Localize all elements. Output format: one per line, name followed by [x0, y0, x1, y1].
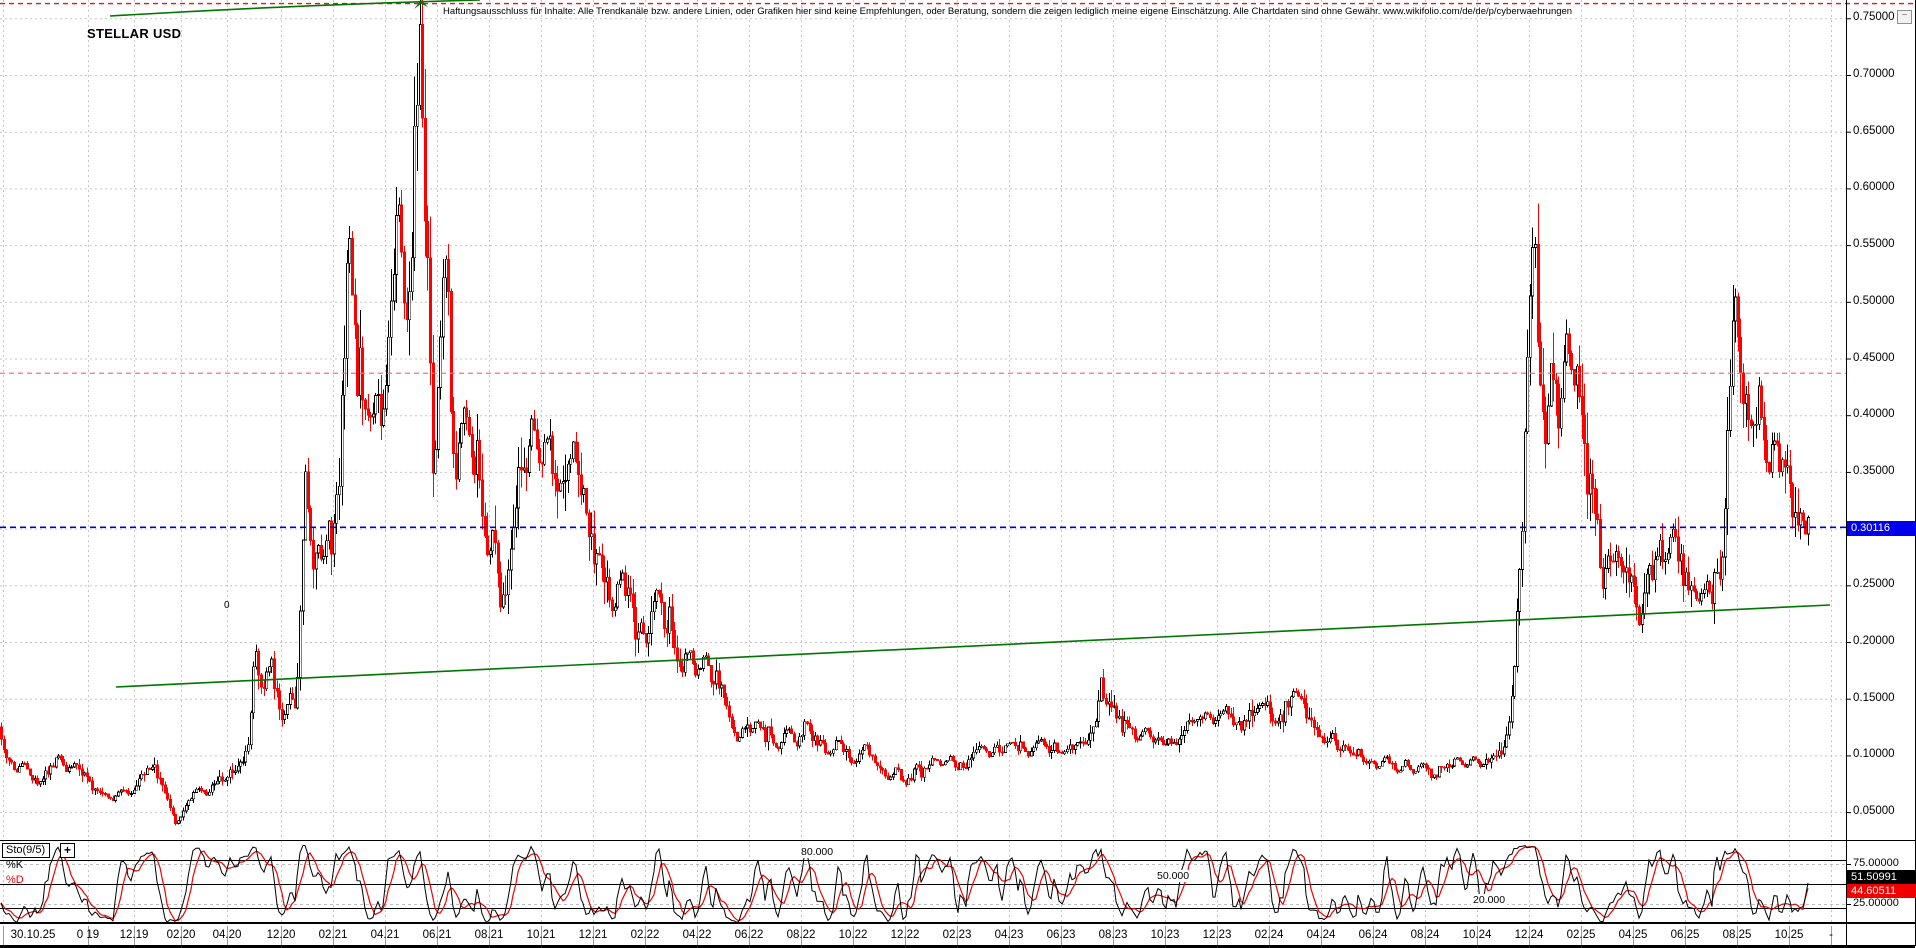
- stoch-k-value-chip: 51.50991: [1847, 870, 1916, 884]
- stoch-axis-label: 75.00000: [1853, 857, 1899, 869]
- x-axis-tick-label: 08.25: [1722, 929, 1752, 941]
- x-axis-tick-label: 04.23: [994, 929, 1024, 941]
- x-axis-tick-label: 10.24: [1462, 929, 1492, 941]
- y-axis-tick-label: 0.75000: [1853, 11, 1895, 24]
- page-title: STELLAR USD: [87, 26, 182, 41]
- x-axis-tick-label: 10.23: [1150, 929, 1180, 941]
- collapse-axis-icon[interactable]: −: [1897, 10, 1912, 24]
- stoch-level-label: 20.000: [1471, 894, 1508, 906]
- y-axis-tick-label: 0.40000: [1853, 408, 1895, 421]
- y-axis-tick-label: 0.55000: [1853, 238, 1895, 251]
- x-axis-tick-label: 12.22: [890, 929, 920, 941]
- y-axis-tick-label: 0.35000: [1853, 464, 1895, 477]
- y-axis-tick-label: 0.20000: [1853, 635, 1895, 647]
- x-axis-tick-label: 02.24: [1254, 929, 1284, 941]
- y-axis-tick-label: 0.60000: [1853, 181, 1895, 194]
- stoch-axis-label: 25.00000: [1853, 897, 1899, 909]
- x-axis-tick-label: 12.24: [1514, 929, 1544, 941]
- stoch-d-legend: %D: [6, 874, 24, 886]
- y-axis-tick-label: 0.70000: [1853, 68, 1895, 80]
- x-axis-tick-label: 06.24: [1358, 929, 1388, 941]
- x-axis-tick-label: -: [1829, 929, 1833, 941]
- x-axis-tick-label: 10.25: [1774, 929, 1804, 941]
- x-axis-tick-label: 10.22: [838, 929, 868, 941]
- y-axis-tick-label: 0.25000: [1853, 578, 1895, 591]
- x-axis-tick-label: 04.21: [370, 929, 400, 941]
- x-axis-tick-label: 02.23: [942, 929, 972, 941]
- y-axis-tick-label: 0.10000: [1853, 748, 1895, 761]
- x-axis-tick-label: 06.25: [1670, 929, 1700, 941]
- stoch-level-label: 50.000: [1155, 870, 1192, 882]
- x-axis-tick-label: 06.21: [422, 929, 452, 941]
- x-axis-tick-label: 12.21: [578, 929, 608, 941]
- y-axis-tick-label: 0.65000: [1853, 124, 1895, 137]
- disclaimer-text: Haftungsausschluss für Inhalte: Alle Tre…: [443, 6, 1573, 17]
- add-indicator-icon[interactable]: +: [60, 843, 75, 858]
- stoch-level-label: 80.000: [799, 846, 836, 858]
- x-axis-tick-label: 02.21: [318, 929, 348, 941]
- stoch-d-value-chip: 44.60511: [1847, 884, 1916, 898]
- x-axis-tick-label: 02.25: [1566, 929, 1596, 941]
- x-axis-tick-label: 30.10.25: [10, 929, 56, 941]
- zero-annotation: 0: [224, 600, 230, 611]
- x-axis-tick-label: 08.22: [786, 929, 816, 941]
- y-axis-tick-label: 0.45000: [1853, 351, 1895, 364]
- x-axis-tick-label: 12.23: [1202, 929, 1232, 941]
- y-axis-tick-label: 0.50000: [1853, 294, 1895, 307]
- y-axis-tick-label: 0.05000: [1853, 805, 1895, 818]
- x-axis-tick-label: 02.22: [630, 929, 660, 941]
- x-axis-tick-label: 06.22: [734, 929, 764, 941]
- current-price-chip: 0.30116: [1847, 521, 1916, 536]
- x-axis-tick-label: 04.24: [1306, 929, 1336, 941]
- indicator-name-button[interactable]: Sto(9/5): [2, 843, 51, 858]
- x-axis-tick-label: 08.24: [1410, 929, 1440, 941]
- y-axis-tick-label: 0.15000: [1853, 691, 1895, 704]
- x-axis-tick-label: 08.21: [474, 929, 504, 941]
- x-axis-tick-label: 04.25: [1618, 929, 1648, 941]
- stoch-k-legend: %K: [6, 859, 24, 871]
- x-axis-tick-label: 08.23: [1098, 929, 1128, 941]
- x-axis-tick-label: 10.21: [526, 929, 556, 941]
- x-axis-tick-label: 0 19: [76, 929, 100, 941]
- x-axis-tick-label: 04.22: [682, 929, 712, 941]
- x-axis-tick-label: 02.20: [166, 929, 196, 941]
- x-axis-tick-label: 04.20: [212, 929, 242, 941]
- x-axis-tick-label: 12.19: [119, 929, 149, 941]
- x-axis-tick-label: 06.23: [1046, 929, 1076, 941]
- x-axis-tick-label: 12.20: [266, 929, 296, 941]
